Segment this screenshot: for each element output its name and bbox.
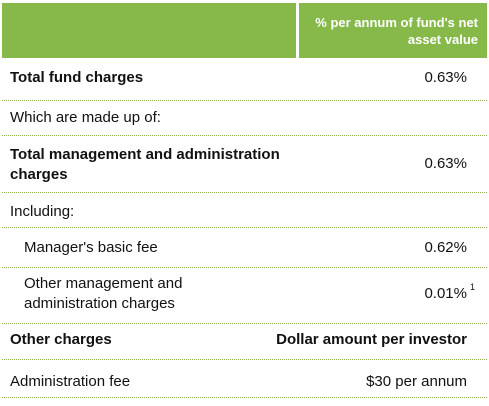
table-row: Other charges Dollar amount per investor bbox=[2, 324, 487, 360]
header-blank-cell bbox=[2, 3, 296, 58]
row-label: Other charges bbox=[10, 331, 112, 348]
row-label: Total fund charges bbox=[10, 69, 144, 86]
row-label: Total management and administration char… bbox=[10, 146, 280, 183]
table-row: Total fund charges 0.63% bbox=[2, 66, 487, 101]
table-row: Total management and administration char… bbox=[2, 136, 487, 193]
row-value: 0.62% bbox=[424, 239, 467, 256]
table-row: Administration fee $30 per annum bbox=[2, 360, 487, 398]
row-value: $30 per annum bbox=[366, 373, 467, 390]
row-value: 0.63% bbox=[424, 155, 467, 172]
row-value: 0.63% bbox=[424, 69, 467, 86]
header-divider bbox=[296, 3, 299, 58]
row-label: Which are made up of: bbox=[10, 109, 161, 126]
table-row: Which are made up of: bbox=[2, 101, 487, 136]
table-row: Other management and administration char… bbox=[2, 268, 487, 324]
footnote-marker: 1 bbox=[469, 282, 475, 292]
row-label: Including: bbox=[10, 203, 75, 220]
row-value: Dollar amount per investor bbox=[276, 331, 467, 348]
row-label: Manager's basic fee bbox=[24, 239, 158, 256]
row-label: Other management and administration char… bbox=[24, 275, 183, 312]
table-row: Including: bbox=[2, 193, 487, 228]
table-header: % per annum of fund's net asset value bbox=[2, 3, 487, 58]
row-label: Administration fee bbox=[10, 373, 131, 390]
header-percent-label: % per annum of fund's net asset value bbox=[299, 3, 487, 58]
table-row: Manager's basic fee 0.62% bbox=[2, 228, 487, 268]
row-value: 0.01% bbox=[424, 285, 467, 302]
